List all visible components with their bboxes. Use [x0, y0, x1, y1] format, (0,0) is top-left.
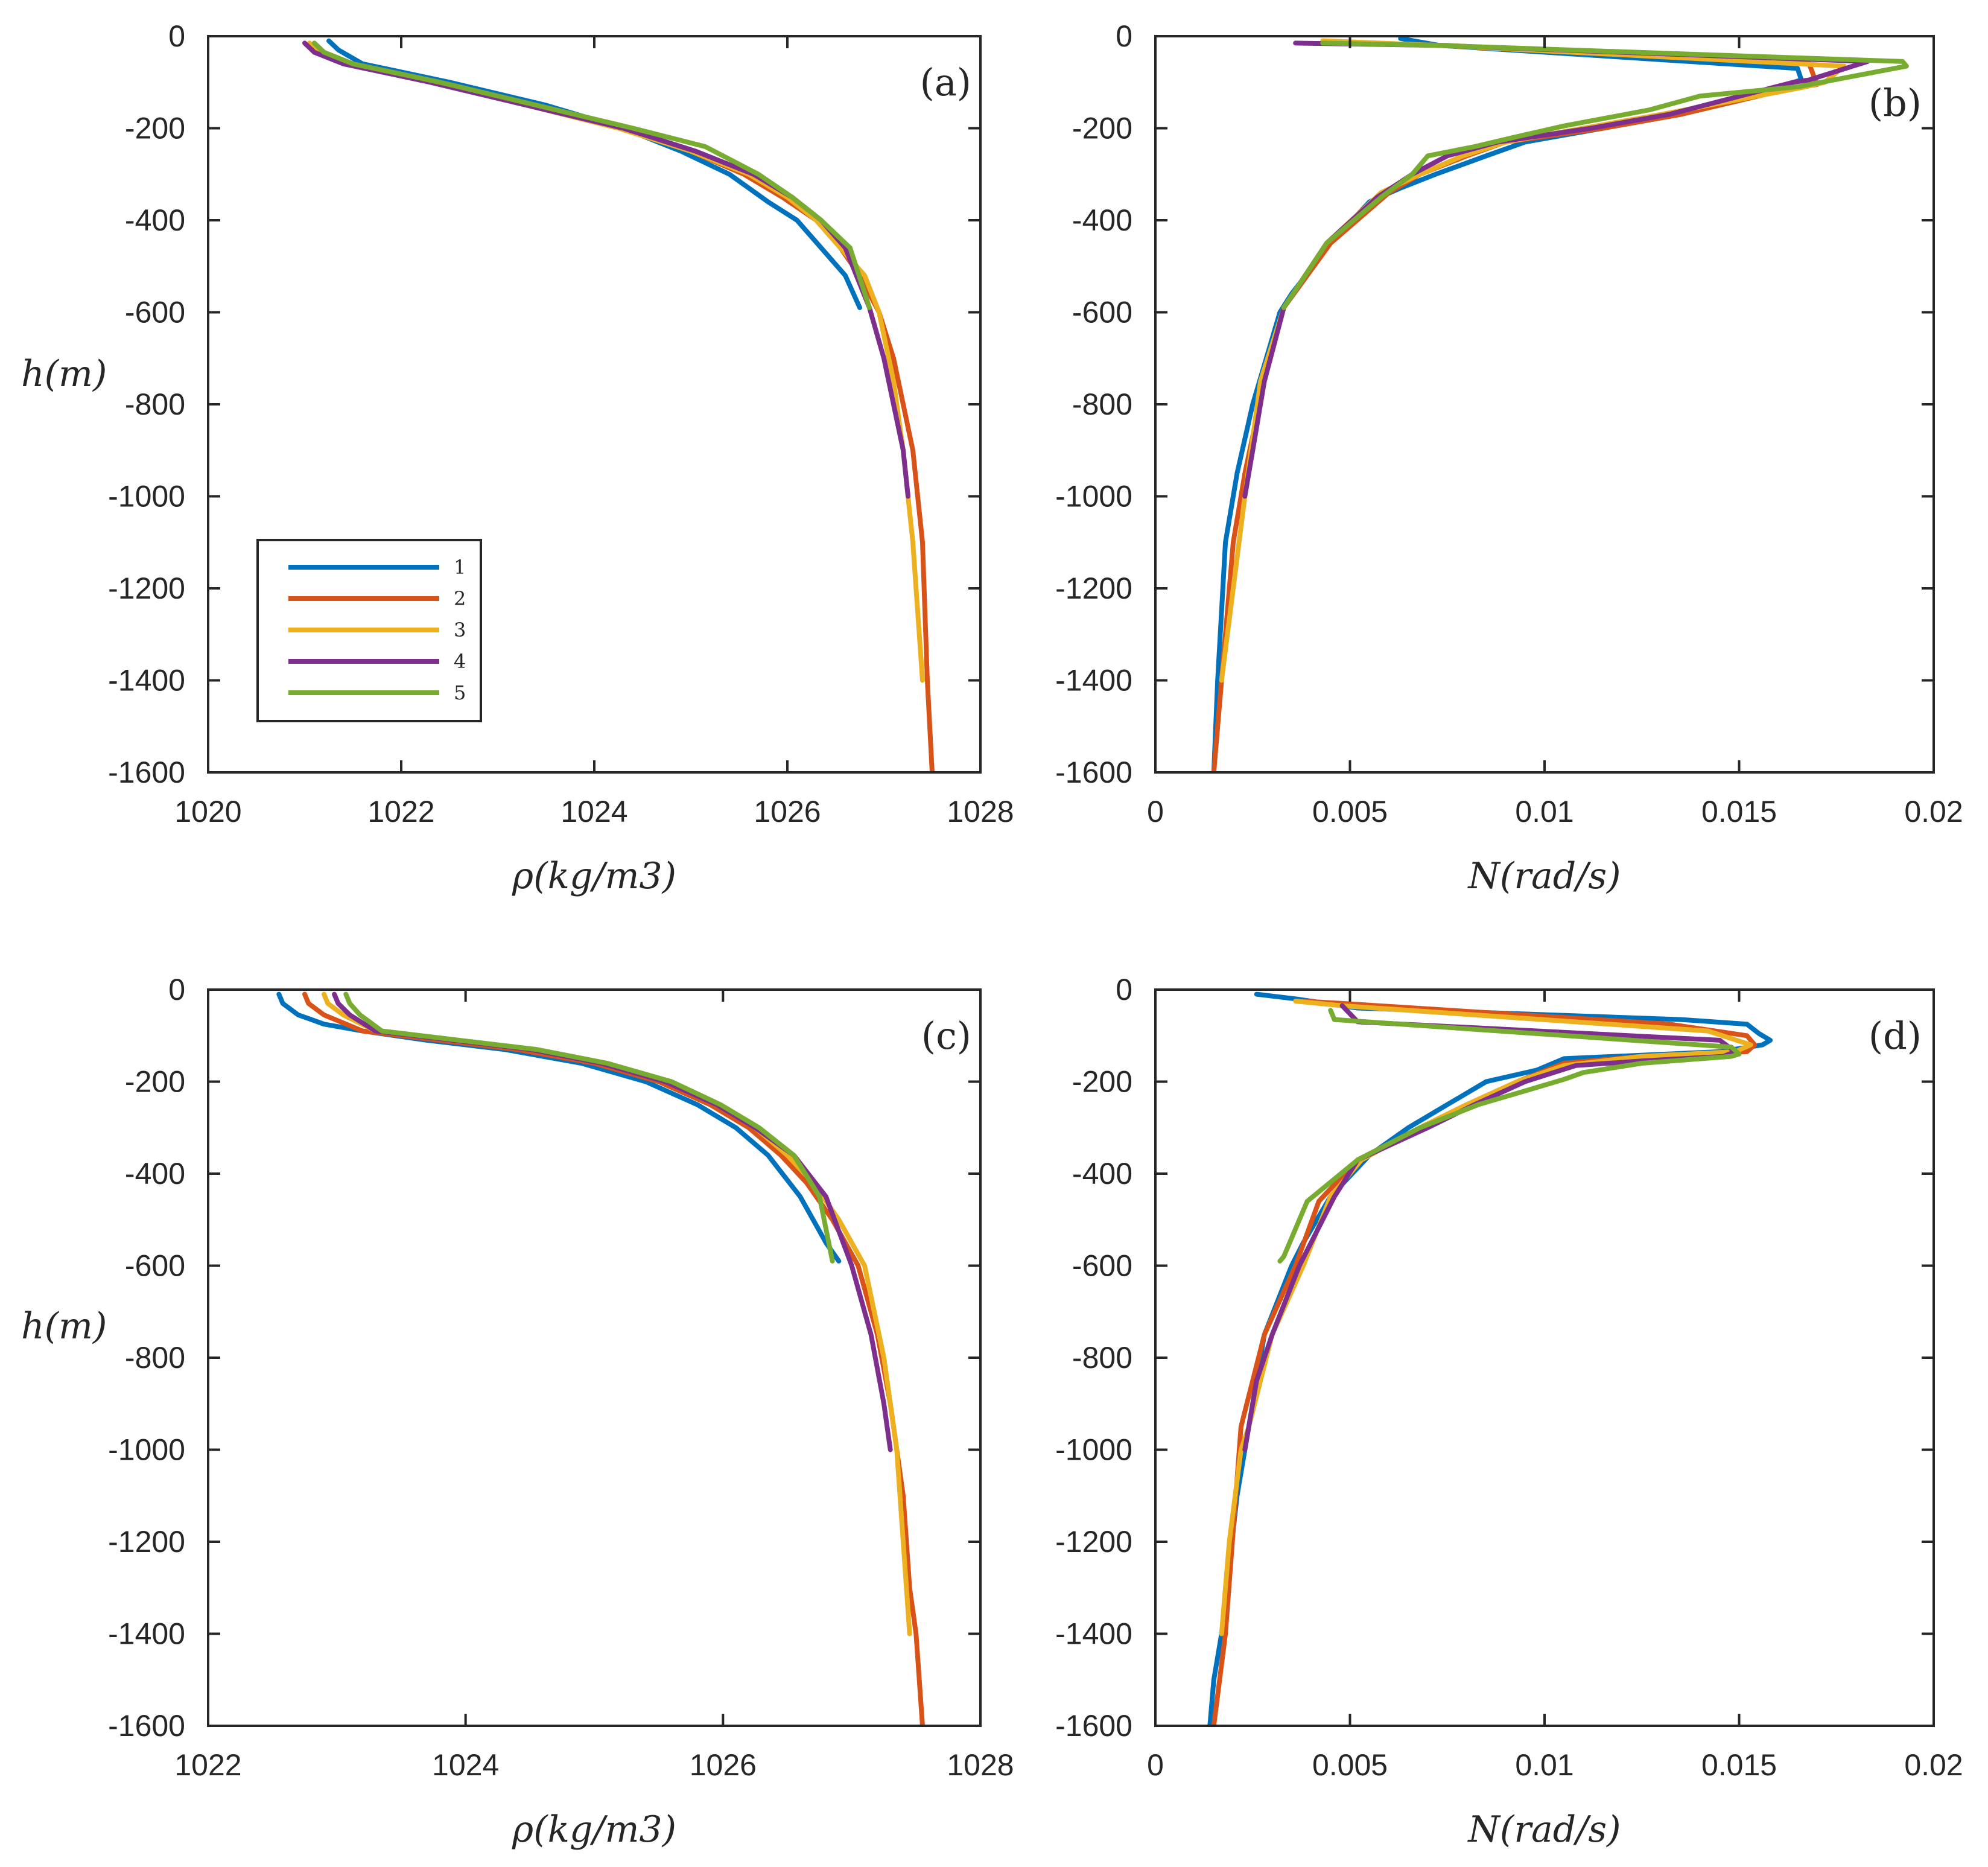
panel-d-xlabel: N(rad/s) [1467, 1808, 1621, 1851]
legend-label: 3 [454, 619, 466, 641]
panel-a: 1020 1022 1024 1026 1028 0 -200 -400 -600 -800 -10… [21, 19, 1014, 897]
y-tick-label: 0 [1116, 19, 1132, 53]
legend-entry: 3 [288, 619, 466, 641]
panel-a-xlabel: ρ(kg/m3) [512, 855, 676, 897]
y-tick-label: -200 [1072, 1065, 1132, 1099]
legend: 1 2 3 4 5 [256, 539, 482, 722]
y-tick-label: -1200 [108, 1525, 185, 1559]
panel-c-ticks: 1022 1024 1026 1028 0 -200 -400 -600 -800 -1000 -1… [108, 973, 1014, 1782]
y-tick-label: -800 [125, 387, 185, 421]
panel-c-ylabel: h(m) [21, 1305, 107, 1347]
x-tick-label: 1020 [174, 795, 241, 829]
y-tick-label: -600 [1072, 1249, 1132, 1283]
y-tick-label: -600 [125, 296, 185, 329]
legend-label: 1 [454, 556, 466, 579]
y-tick-label: -1400 [108, 1617, 185, 1651]
panel-b-xlabel: N(rad/s) [1467, 855, 1621, 897]
x-tick-label: 1024 [561, 795, 627, 829]
x-tick-label: 0.005 [1312, 1748, 1388, 1782]
x-tick-label: 0.01 [1515, 1748, 1574, 1782]
panel-b-ticks: 0 0.005 0.01 0.015 0.02 0 -200 -400 -600 -800 -100… [1055, 19, 1963, 829]
legend-label: 2 [454, 587, 466, 610]
y-tick-label: -1000 [108, 480, 185, 514]
y-tick-label: -1400 [108, 664, 185, 698]
x-tick-label: 0 [1147, 1748, 1164, 1782]
panel-b-tag: (b) [1869, 81, 1922, 125]
series-line-3 [1219, 38, 1847, 683]
y-tick-label: -1200 [108, 571, 185, 605]
panel-a-ticks: 1020 1022 1024 1026 1028 0 -200 -400 -600 -800 -10… [108, 19, 1014, 829]
panel-a-series [302, 38, 935, 772]
y-tick-label: 0 [168, 973, 185, 1007]
x-tick-label: 0.005 [1312, 795, 1388, 829]
panel-c-xlabel: ρ(kg/m3) [512, 1808, 676, 1851]
y-tick-label: -600 [125, 1249, 185, 1283]
y-tick-label: 0 [168, 19, 185, 53]
legend-label: 4 [454, 650, 466, 673]
y-tick-label: -400 [125, 1157, 185, 1191]
y-tick-label: -200 [125, 1065, 185, 1099]
y-tick-label: -1400 [1055, 664, 1132, 698]
series-line-5 [312, 40, 872, 310]
y-tick-label: -800 [1072, 1341, 1132, 1375]
y-tick-label: -1000 [108, 1433, 185, 1467]
x-tick-label: 1028 [947, 1748, 1014, 1782]
y-tick-label: 0 [1116, 973, 1132, 1007]
y-tick-label: -200 [125, 112, 185, 145]
series-line-5 [1277, 1008, 1742, 1264]
panel-d-series [1207, 991, 1773, 1726]
panel-b-series [1211, 36, 1909, 772]
x-tick-label: 1024 [432, 1748, 499, 1782]
panel-d: 0 0.005 0.01 0.015 0.02 0 -200 -400 -600 -800 -100… [1055, 973, 1963, 1851]
panel-c: 1022 1024 1026 1028 0 -200 -400 -600 -800 -1000 -1… [21, 973, 1014, 1851]
y-tick-label: -1400 [1055, 1617, 1132, 1651]
x-tick-label: 0.02 [1904, 1748, 1963, 1782]
legend-label: 5 [454, 681, 466, 704]
legend-entry: 1 [288, 556, 466, 579]
x-tick-label: 0.02 [1904, 795, 1963, 829]
y-tick-label: -1600 [108, 1709, 185, 1743]
y-tick-label: -800 [1072, 387, 1132, 421]
panel-d-ticks: 0 0.005 0.01 0.015 0.02 0 -200 -400 -600 -800 -100… [1055, 973, 1963, 1782]
x-tick-label: 1022 [367, 795, 434, 829]
y-tick-label: -1000 [1055, 480, 1132, 514]
x-tick-label: 1026 [690, 1748, 757, 1782]
y-tick-label: -1600 [1055, 755, 1132, 789]
y-tick-label: -1200 [1055, 571, 1132, 605]
x-tick-label: 1028 [947, 795, 1014, 829]
y-tick-label: -1600 [108, 755, 185, 789]
y-tick-label: -400 [125, 203, 185, 237]
y-tick-label: -800 [125, 1341, 185, 1375]
panel-d-tag: (d) [1869, 1014, 1922, 1058]
x-tick-label: 0.015 [1701, 795, 1777, 829]
y-tick-label: -400 [1072, 1157, 1132, 1191]
panel-a-tag: (a) [920, 60, 971, 104]
x-tick-label: 1022 [174, 1748, 241, 1782]
y-tick-label: -200 [1072, 112, 1132, 145]
y-tick-label: -1000 [1055, 1433, 1132, 1467]
x-tick-label: 0.01 [1515, 795, 1574, 829]
x-tick-label: 0 [1147, 795, 1164, 829]
y-tick-label: -1600 [1055, 1709, 1132, 1743]
legend-entry: 5 [288, 681, 466, 704]
legend-entry: 4 [288, 650, 466, 673]
legend-entry: 2 [288, 587, 466, 610]
panel-b: 0 0.005 0.01 0.015 0.02 0 -200 -400 -600 -800 -100… [1055, 19, 1963, 897]
series-line-5 [1281, 40, 1909, 310]
series-line-5 [343, 991, 835, 1264]
panel-a-ylabel: h(m) [21, 353, 107, 395]
x-tick-label: 1026 [754, 795, 821, 829]
y-tick-label: -400 [1072, 203, 1132, 237]
y-tick-label: -600 [1072, 296, 1132, 329]
panel-c-tag: (c) [921, 1014, 971, 1058]
y-tick-label: -1200 [1055, 1525, 1132, 1559]
x-tick-label: 0.015 [1701, 1748, 1777, 1782]
panel-c-series [276, 991, 925, 1726]
